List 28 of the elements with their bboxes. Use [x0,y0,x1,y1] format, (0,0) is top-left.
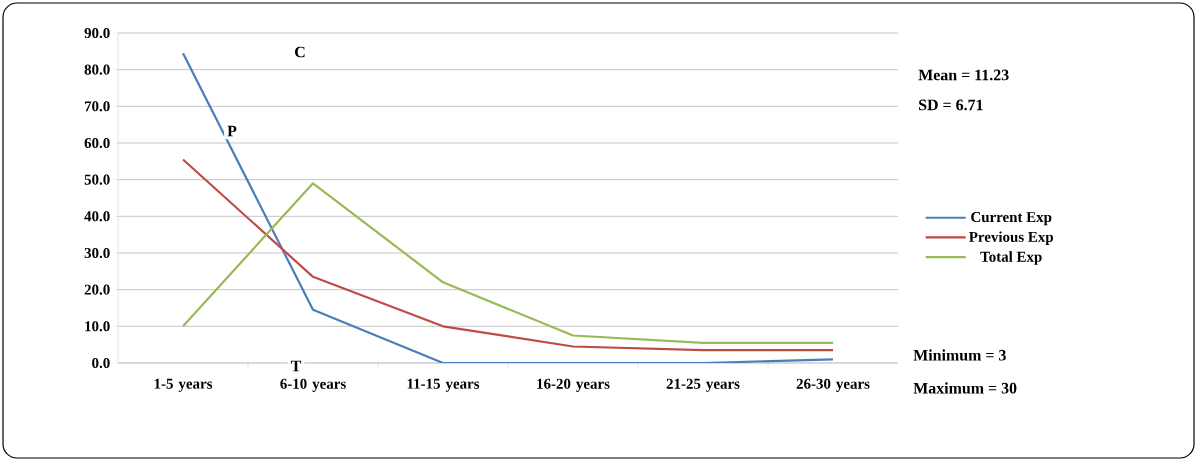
y-tick-label: 0.0 [92,357,110,369]
x-tick-label: 26-30 years [796,378,870,392]
y-tick-label: 70.0 [84,101,110,112]
annotation: P [227,125,237,137]
annotation: C [295,46,305,58]
x-tick-label: 21-25 years [666,378,740,392]
legend-label: Previous Exp [969,231,1053,245]
y-tick-label: 30.0 [84,247,110,259]
x-tick-label: 6-10 years [280,378,346,392]
text: SD = 6.71 [919,99,983,111]
legend-label: Total Exp [980,251,1042,265]
text: Maximum = 30 [913,382,1017,394]
line-series [181,158,835,352]
y-tick-label: 60.0 [84,137,110,149]
y-tick-label: 80.0 [84,64,110,75]
y-tick-label: 40.0 [84,211,110,222]
line-series [181,182,835,344]
annotation: T [290,360,302,372]
x-tick-label: 1-5 years [154,378,213,392]
text: Mean = 11.23 [918,69,1009,81]
y-tick-label: 20.0 [84,284,110,295]
y-tick-label: 10.0 [85,321,110,332]
y-tick-label: 50.0 [84,174,110,185]
legend-label: Current Exp [971,212,1052,226]
y-tick-label: 90.0 [84,27,110,39]
x-tick-label: 16-20 years [537,378,610,392]
text: Minimum = 3 [913,349,1006,361]
x-tick-label: 11-15 years [407,378,480,392]
